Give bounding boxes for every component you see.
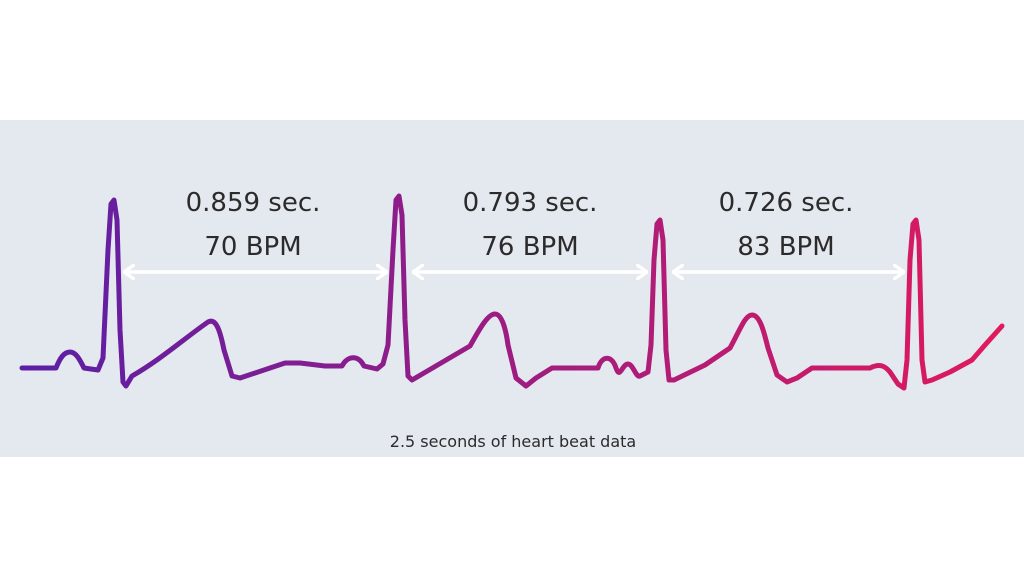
interval-2-rate: 76 BPM	[481, 232, 578, 262]
caption: 2.5 seconds of heart beat data	[390, 432, 636, 451]
ecg-panel	[0, 120, 1024, 457]
ecg-trace	[19, 193, 1005, 391]
interval-3-duration: 0.726 sec.	[719, 188, 854, 218]
interval-2-duration: 0.793 sec.	[463, 188, 598, 218]
interval-1-rate: 70 BPM	[204, 232, 301, 262]
interval-1-duration: 0.859 sec.	[186, 188, 321, 218]
interval-3-rate: 83 BPM	[737, 232, 834, 262]
